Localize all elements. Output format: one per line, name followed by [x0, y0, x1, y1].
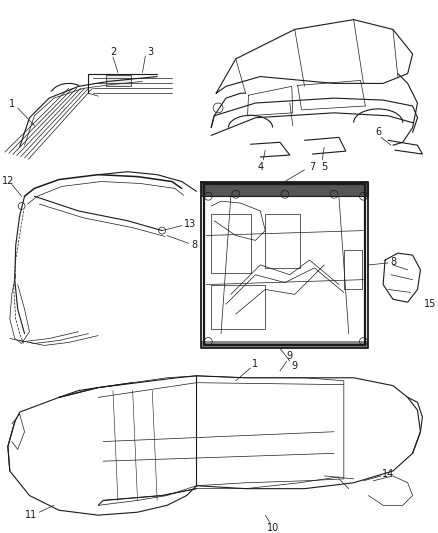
Text: 8: 8: [391, 257, 397, 267]
Bar: [201, 342, 368, 349]
Bar: [211, 285, 265, 329]
Text: 1: 1: [9, 99, 15, 109]
Text: 12: 12: [2, 175, 14, 185]
Text: 11: 11: [25, 510, 38, 520]
Text: 5: 5: [321, 162, 327, 172]
Bar: [106, 75, 131, 86]
Text: 1: 1: [252, 359, 258, 369]
Bar: [344, 250, 361, 289]
Bar: [201, 182, 368, 196]
Text: 9: 9: [287, 351, 293, 361]
Text: 7: 7: [309, 162, 315, 172]
Text: 14: 14: [382, 469, 394, 479]
Bar: [265, 214, 300, 268]
Text: 13: 13: [184, 219, 196, 229]
Bar: [211, 214, 251, 273]
Text: 9: 9: [292, 361, 298, 371]
Text: 10: 10: [267, 523, 279, 533]
Bar: [201, 182, 368, 196]
Text: 4: 4: [257, 162, 263, 172]
Bar: [205, 184, 365, 345]
Text: 15: 15: [424, 299, 437, 309]
Text: 2: 2: [110, 47, 116, 57]
Text: 8: 8: [191, 240, 198, 251]
Text: 3: 3: [147, 47, 153, 57]
Text: 6: 6: [375, 127, 381, 138]
